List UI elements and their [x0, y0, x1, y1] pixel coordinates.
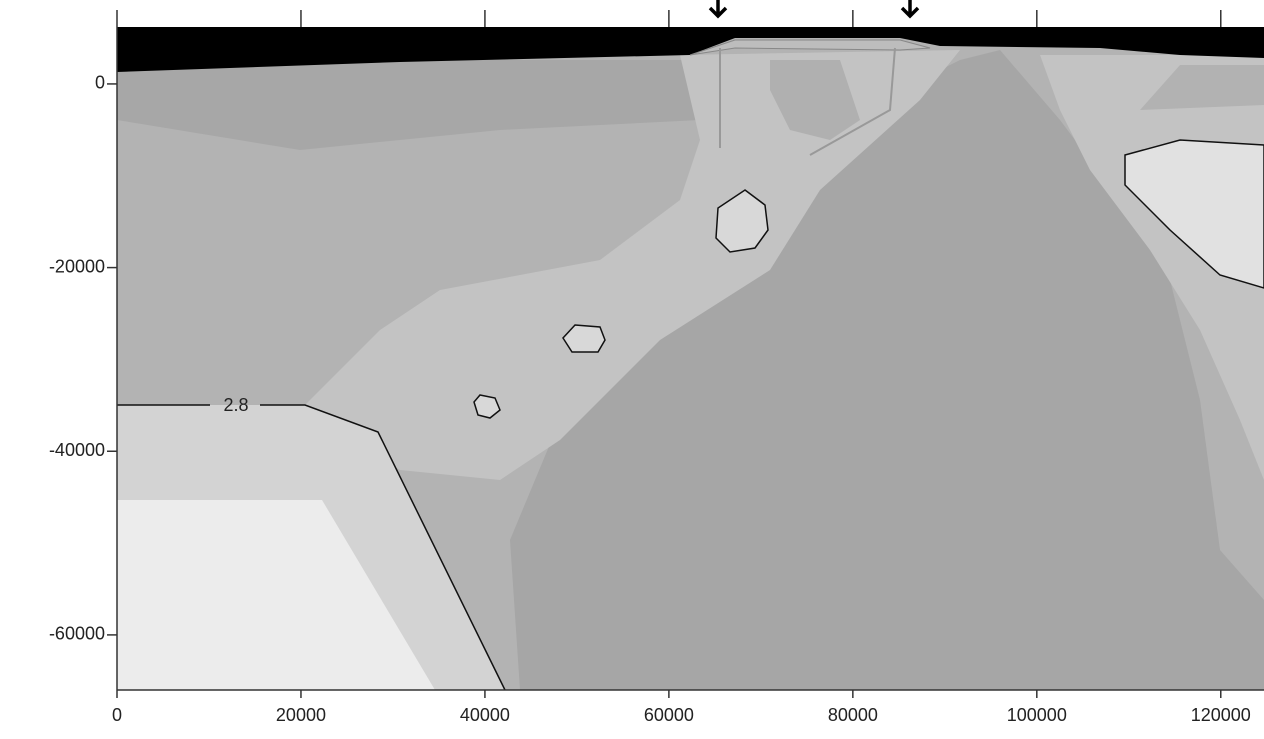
contour-loop	[473, 394, 501, 419]
x-tick-label: 0	[112, 705, 122, 725]
marker-arrows	[708, 0, 920, 19]
region	[300, 50, 960, 480]
contour-loop	[562, 324, 606, 353]
region	[1140, 65, 1264, 110]
contour-line	[260, 404, 506, 691]
region	[689, 39, 931, 56]
region	[1124, 139, 1264, 289]
region	[117, 500, 435, 690]
body-outline	[809, 47, 896, 156]
surface-layer	[117, 27, 1264, 72]
region	[770, 60, 860, 140]
y-tick-label: -20000	[49, 256, 105, 276]
y-tick-label: -60000	[49, 624, 105, 644]
x-tick-label: 100000	[1007, 705, 1067, 725]
x-tick-label: 20000	[276, 705, 326, 725]
region	[510, 50, 1264, 690]
y-tick-label: -40000	[49, 440, 105, 460]
region	[117, 60, 700, 150]
x-tick-label: 60000	[644, 705, 694, 725]
x-tick-label: 80000	[828, 705, 878, 725]
x-tick-label: 120000	[1191, 705, 1251, 725]
contour-loop	[715, 189, 769, 253]
contour-label: 2.8	[223, 395, 248, 415]
model-regions: 2.8	[117, 0, 1264, 691]
x-tick-label: 40000	[460, 705, 510, 725]
y-tick-label: 0	[95, 73, 105, 93]
